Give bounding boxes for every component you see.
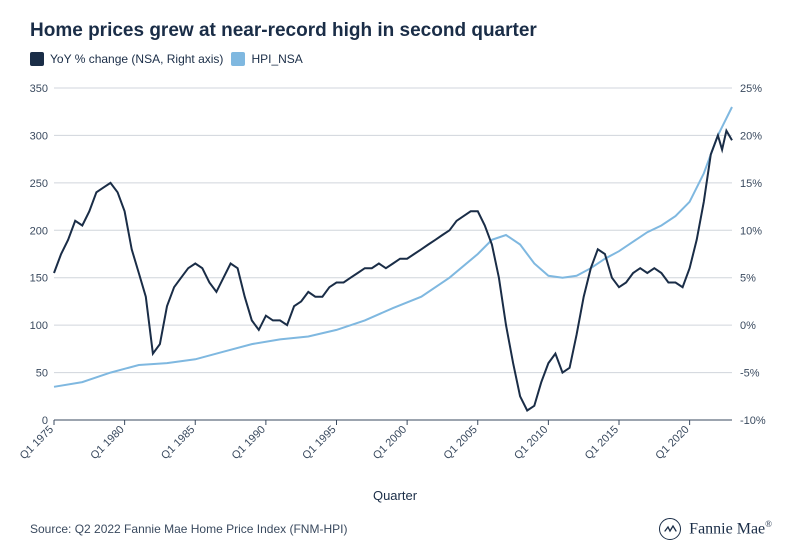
svg-text:Q1 2020: Q1 2020 [653, 424, 691, 462]
svg-text:Q1 1990: Q1 1990 [230, 424, 268, 462]
svg-text:Q1 1975: Q1 1975 [18, 424, 56, 462]
brand-icon [659, 518, 681, 540]
svg-text:0%: 0% [740, 320, 756, 332]
svg-text:Q1 1995: Q1 1995 [300, 424, 338, 462]
legend-label-yoy: YoY % change (NSA, Right axis) [50, 52, 223, 66]
chart-area: 050100150200250300350-10%-5%0%5%10%15%20… [10, 80, 780, 480]
svg-text:300: 300 [30, 130, 48, 142]
svg-text:15%: 15% [740, 178, 762, 190]
legend-swatch-hpi [231, 52, 245, 66]
svg-text:Q1 2000: Q1 2000 [371, 424, 409, 462]
svg-text:-5%: -5% [740, 368, 760, 380]
legend-item-yoy: YoY % change (NSA, Right axis) [30, 52, 223, 66]
legend: YoY % change (NSA, Right axis) HPI_NSA [30, 52, 303, 66]
legend-label-hpi: HPI_NSA [251, 52, 302, 66]
legend-swatch-yoy [30, 52, 44, 66]
svg-text:10%: 10% [740, 225, 762, 237]
brand-label: Fannie Mae® [689, 519, 772, 538]
chart-title: Home prices grew at near-record high in … [30, 20, 537, 42]
x-axis-label: Quarter [10, 488, 780, 503]
source-text: Source: Q2 2022 Fannie Mae Home Price In… [30, 522, 347, 536]
brand: Fannie Mae® [659, 518, 772, 540]
svg-text:Q1 1980: Q1 1980 [88, 424, 126, 462]
footer: Source: Q2 2022 Fannie Mae Home Price In… [30, 518, 772, 540]
svg-text:Q1 2015: Q1 2015 [583, 424, 621, 462]
svg-text:Q1 2010: Q1 2010 [512, 424, 550, 462]
svg-text:50: 50 [36, 368, 48, 380]
svg-text:-10%: -10% [740, 415, 766, 427]
svg-text:250: 250 [30, 178, 48, 190]
svg-text:150: 150 [30, 273, 48, 285]
svg-text:200: 200 [30, 225, 48, 237]
legend-item-hpi: HPI_NSA [231, 52, 302, 66]
chart-svg: 050100150200250300350-10%-5%0%5%10%15%20… [10, 80, 780, 480]
svg-text:Q1 2005: Q1 2005 [442, 424, 480, 462]
svg-text:Q1 1985: Q1 1985 [159, 424, 197, 462]
svg-text:350: 350 [30, 83, 48, 95]
svg-text:20%: 20% [740, 130, 762, 142]
svg-text:100: 100 [30, 320, 48, 332]
svg-text:5%: 5% [740, 273, 756, 285]
svg-text:25%: 25% [740, 83, 762, 95]
